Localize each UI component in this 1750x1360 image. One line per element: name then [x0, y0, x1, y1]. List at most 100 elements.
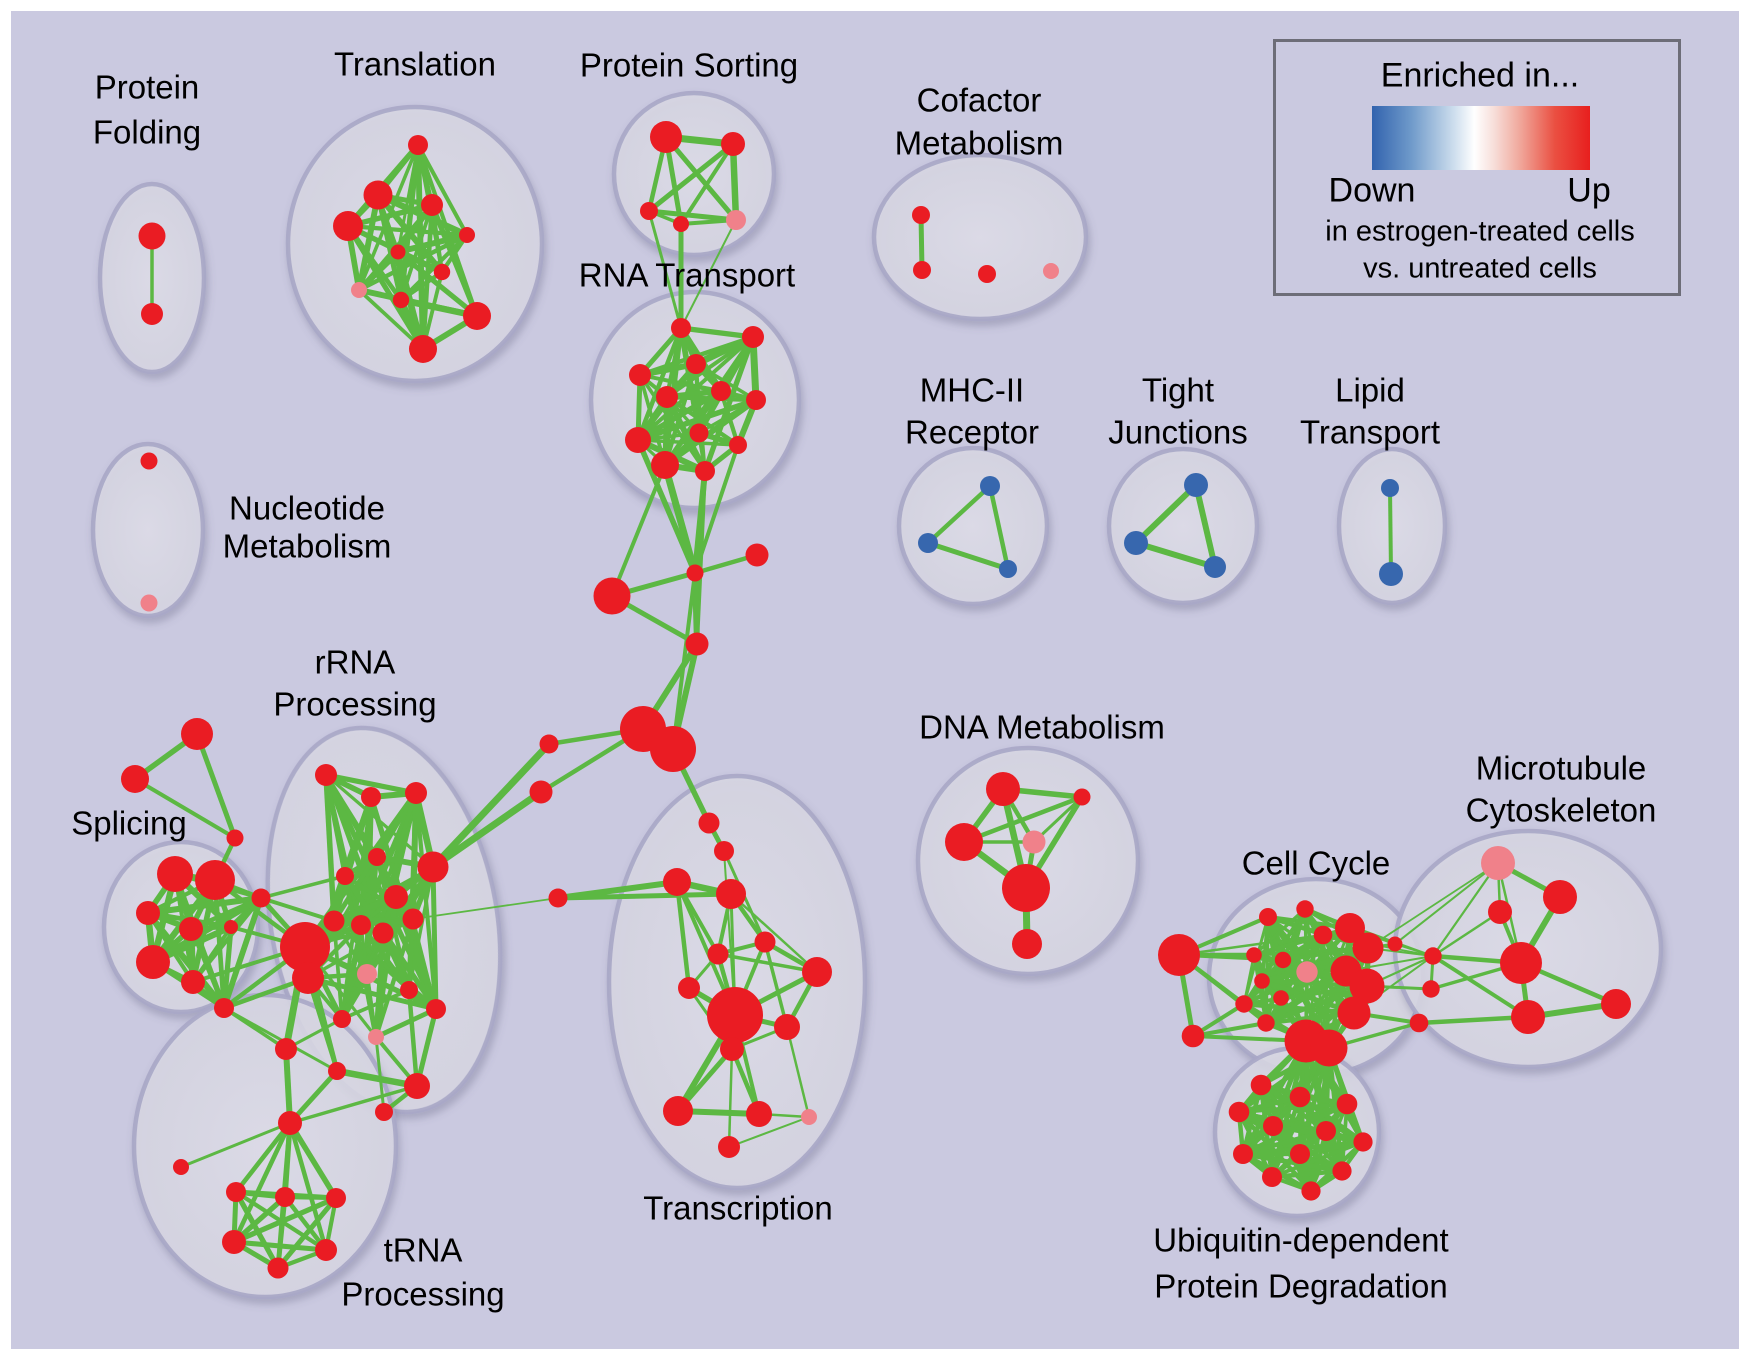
node-nm2[interactable]: [140, 594, 158, 612]
node-c15[interactable]: [1337, 996, 1371, 1030]
node-ps3[interactable]: [640, 202, 658, 220]
node-m4[interactable]: [1500, 942, 1542, 984]
node-sp7[interactable]: [181, 970, 205, 994]
node-lt2[interactable]: [1379, 562, 1403, 586]
node-pf2[interactable]: [141, 303, 163, 325]
node-trd[interactable]: [222, 1230, 246, 1254]
node-t6[interactable]: [390, 244, 406, 260]
node-u9[interactable]: [1290, 1144, 1310, 1164]
node-rt7[interactable]: [746, 390, 766, 410]
node-cch2[interactable]: [1310, 1029, 1348, 1067]
node-u7[interactable]: [1353, 1132, 1373, 1152]
node-c10[interactable]: [1235, 995, 1253, 1013]
node-r8[interactable]: [351, 915, 371, 935]
node-tc3[interactable]: [716, 879, 746, 909]
node-rt8[interactable]: [625, 427, 651, 453]
node-m1[interactable]: [1481, 846, 1515, 880]
node-d4[interactable]: [1022, 830, 1046, 854]
node-mh2[interactable]: [918, 533, 938, 553]
node-rt5[interactable]: [656, 386, 678, 408]
node-c9[interactable]: [1273, 990, 1289, 1006]
node-m6[interactable]: [1601, 989, 1631, 1019]
node-rb[interactable]: [280, 922, 330, 972]
node-l2[interactable]: [529, 780, 553, 804]
node-trh[interactable]: [278, 1111, 302, 1135]
node-rt1[interactable]: [671, 318, 691, 338]
node-r5[interactable]: [336, 867, 354, 885]
node-u2[interactable]: [1289, 1086, 1311, 1108]
node-r18[interactable]: [375, 1103, 393, 1121]
node-c14[interactable]: [1349, 968, 1385, 1004]
node-cn[interactable]: [548, 888, 568, 908]
node-d5[interactable]: [1002, 864, 1050, 912]
node-rt12[interactable]: [695, 461, 715, 481]
node-tr0[interactable]: [275, 1038, 297, 1060]
node-sb[interactable]: [121, 765, 149, 793]
node-c6[interactable]: [1274, 951, 1292, 969]
node-con[interactable]: [1424, 947, 1442, 965]
node-ch3[interactable]: [593, 577, 631, 615]
node-r10[interactable]: [402, 908, 424, 930]
node-tc4[interactable]: [754, 931, 776, 953]
node-rt9[interactable]: [689, 423, 709, 443]
node-tra[interactable]: [226, 1182, 246, 1202]
node-r4[interactable]: [368, 848, 386, 866]
node-lt1[interactable]: [1381, 479, 1399, 497]
node-u12[interactable]: [1301, 1181, 1321, 1201]
node-r7[interactable]: [323, 910, 345, 932]
node-sp8[interactable]: [214, 998, 234, 1018]
node-sp3[interactable]: [136, 901, 160, 925]
node-ps1[interactable]: [650, 121, 682, 153]
node-tc6[interactable]: [802, 957, 832, 987]
node-t2[interactable]: [363, 180, 393, 210]
node-trb[interactable]: [275, 1187, 295, 1207]
node-tcx[interactable]: [698, 812, 720, 834]
node-tc8[interactable]: [707, 987, 763, 1043]
node-sp1[interactable]: [157, 856, 193, 892]
node-tj2[interactable]: [1124, 531, 1148, 555]
node-rt11[interactable]: [651, 451, 679, 479]
node-spc[interactable]: [251, 888, 271, 908]
node-r17[interactable]: [404, 1073, 430, 1099]
node-c16[interactable]: [1387, 936, 1403, 952]
node-cf1[interactable]: [912, 206, 930, 224]
node-c2[interactable]: [1296, 900, 1314, 918]
node-d6[interactable]: [1012, 929, 1042, 959]
node-d2[interactable]: [1073, 788, 1091, 806]
node-t11[interactable]: [409, 335, 437, 363]
node-c13[interactable]: [1352, 932, 1384, 964]
node-c4[interactable]: [1335, 913, 1365, 943]
node-nm1[interactable]: [140, 452, 158, 470]
node-cf2[interactable]: [913, 261, 931, 279]
node-sa[interactable]: [181, 718, 213, 750]
node-c18[interactable]: [1409, 1013, 1429, 1033]
node-rt6[interactable]: [711, 381, 731, 401]
node-t8[interactable]: [351, 282, 367, 298]
node-ch4[interactable]: [685, 632, 709, 656]
node-rb2[interactable]: [292, 962, 324, 994]
node-tc11[interactable]: [663, 1096, 693, 1126]
node-c11[interactable]: [1257, 1014, 1275, 1032]
node-u8[interactable]: [1233, 1144, 1253, 1164]
node-tc7[interactable]: [678, 977, 700, 999]
node-rt2[interactable]: [742, 326, 764, 348]
node-r2[interactable]: [361, 787, 381, 807]
node-sc[interactable]: [226, 829, 244, 847]
node-c3[interactable]: [1313, 925, 1333, 945]
node-r1[interactable]: [315, 764, 337, 786]
node-r15[interactable]: [368, 1029, 384, 1045]
node-r14[interactable]: [333, 1010, 351, 1028]
node-t1[interactable]: [408, 135, 428, 155]
node-rt4[interactable]: [629, 364, 651, 386]
node-tc13[interactable]: [801, 1109, 817, 1125]
node-mh3[interactable]: [999, 560, 1017, 578]
node-m2[interactable]: [1543, 880, 1577, 914]
node-mh1[interactable]: [980, 476, 1000, 496]
node-tre[interactable]: [315, 1239, 337, 1261]
node-tc10[interactable]: [720, 1037, 744, 1061]
node-w2[interactable]: [650, 726, 696, 772]
node-u5[interactable]: [1263, 1116, 1283, 1136]
node-r12[interactable]: [400, 981, 418, 999]
node-sp4[interactable]: [179, 917, 203, 941]
node-cf3[interactable]: [978, 265, 996, 283]
